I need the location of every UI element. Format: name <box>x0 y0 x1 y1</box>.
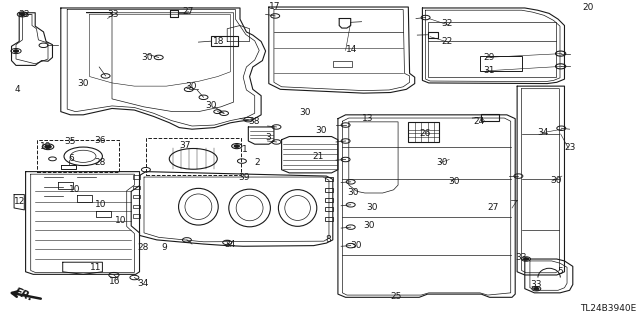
Text: 34: 34 <box>138 279 149 288</box>
Text: 8: 8 <box>325 235 331 244</box>
Text: 25: 25 <box>390 292 402 300</box>
Text: 30: 30 <box>347 188 358 197</box>
Text: 13: 13 <box>362 114 373 122</box>
Text: 22: 22 <box>442 37 453 46</box>
Text: 35: 35 <box>64 137 76 146</box>
Bar <box>133 205 140 208</box>
Circle shape <box>534 287 539 290</box>
Text: 18: 18 <box>212 37 224 46</box>
Text: 23: 23 <box>564 143 576 152</box>
Text: 11: 11 <box>90 263 101 272</box>
Text: FR.: FR. <box>13 287 35 303</box>
Text: 28: 28 <box>138 243 149 252</box>
Text: 30: 30 <box>364 221 375 230</box>
Text: 34: 34 <box>224 241 236 249</box>
Text: 30: 30 <box>448 177 460 186</box>
Text: 33: 33 <box>530 280 541 289</box>
Circle shape <box>20 13 25 16</box>
Text: 30: 30 <box>550 176 562 185</box>
Text: 30: 30 <box>315 126 326 135</box>
Text: 30: 30 <box>351 241 362 250</box>
Text: 12: 12 <box>14 197 26 206</box>
Text: 10: 10 <box>69 185 81 194</box>
Bar <box>325 217 333 221</box>
Text: 30: 30 <box>205 101 216 110</box>
Bar <box>480 56 522 71</box>
Bar <box>325 177 333 181</box>
Bar <box>428 22 556 77</box>
Text: 5: 5 <box>557 267 563 276</box>
Bar <box>333 61 352 67</box>
Text: 30: 30 <box>436 158 448 167</box>
Bar <box>408 122 439 142</box>
Bar <box>146 138 241 175</box>
Text: 10: 10 <box>115 216 127 225</box>
Text: 33: 33 <box>108 10 119 19</box>
Text: 2: 2 <box>255 158 260 167</box>
Bar <box>133 195 140 198</box>
Text: 30: 30 <box>366 204 378 212</box>
Bar <box>37 140 119 172</box>
Text: 16: 16 <box>109 277 120 286</box>
Text: 33: 33 <box>18 10 29 19</box>
Text: 4: 4 <box>14 85 20 94</box>
Bar <box>133 186 140 189</box>
Text: 26: 26 <box>419 130 431 138</box>
Text: 24: 24 <box>474 117 485 126</box>
Text: 9: 9 <box>161 243 167 252</box>
Text: 29: 29 <box>483 53 495 62</box>
Text: 33: 33 <box>515 253 527 262</box>
Text: 6: 6 <box>68 154 74 163</box>
Bar <box>325 188 333 192</box>
Text: 10: 10 <box>95 200 106 209</box>
Text: 30: 30 <box>186 82 197 91</box>
Text: 28: 28 <box>95 158 106 167</box>
Text: 34: 34 <box>538 128 549 137</box>
Text: 32: 32 <box>442 19 453 28</box>
Bar <box>133 214 140 218</box>
Circle shape <box>45 145 51 148</box>
Text: 30: 30 <box>141 53 152 62</box>
Text: 30: 30 <box>300 108 311 117</box>
Bar <box>481 114 499 121</box>
Text: 36: 36 <box>95 137 106 145</box>
Text: TL24B3940E: TL24B3940E <box>580 304 637 313</box>
Text: 27: 27 <box>488 204 499 212</box>
Text: 21: 21 <box>312 152 324 161</box>
Text: 3: 3 <box>266 133 271 142</box>
Text: 1: 1 <box>242 145 248 154</box>
Circle shape <box>524 258 529 260</box>
Bar <box>325 207 333 211</box>
Text: 30: 30 <box>77 79 88 88</box>
Circle shape <box>234 145 239 147</box>
Text: 17: 17 <box>269 2 280 11</box>
Text: 20: 20 <box>582 4 594 12</box>
Bar <box>133 175 140 179</box>
Text: 37: 37 <box>179 141 191 150</box>
Circle shape <box>13 50 19 52</box>
Text: 14: 14 <box>346 45 357 54</box>
Bar <box>211 36 238 46</box>
Text: 31: 31 <box>483 66 495 75</box>
Text: 39: 39 <box>238 173 250 182</box>
Text: 38: 38 <box>248 117 260 126</box>
Bar <box>325 198 333 202</box>
Text: 19: 19 <box>40 142 51 151</box>
Text: 27: 27 <box>182 7 194 16</box>
